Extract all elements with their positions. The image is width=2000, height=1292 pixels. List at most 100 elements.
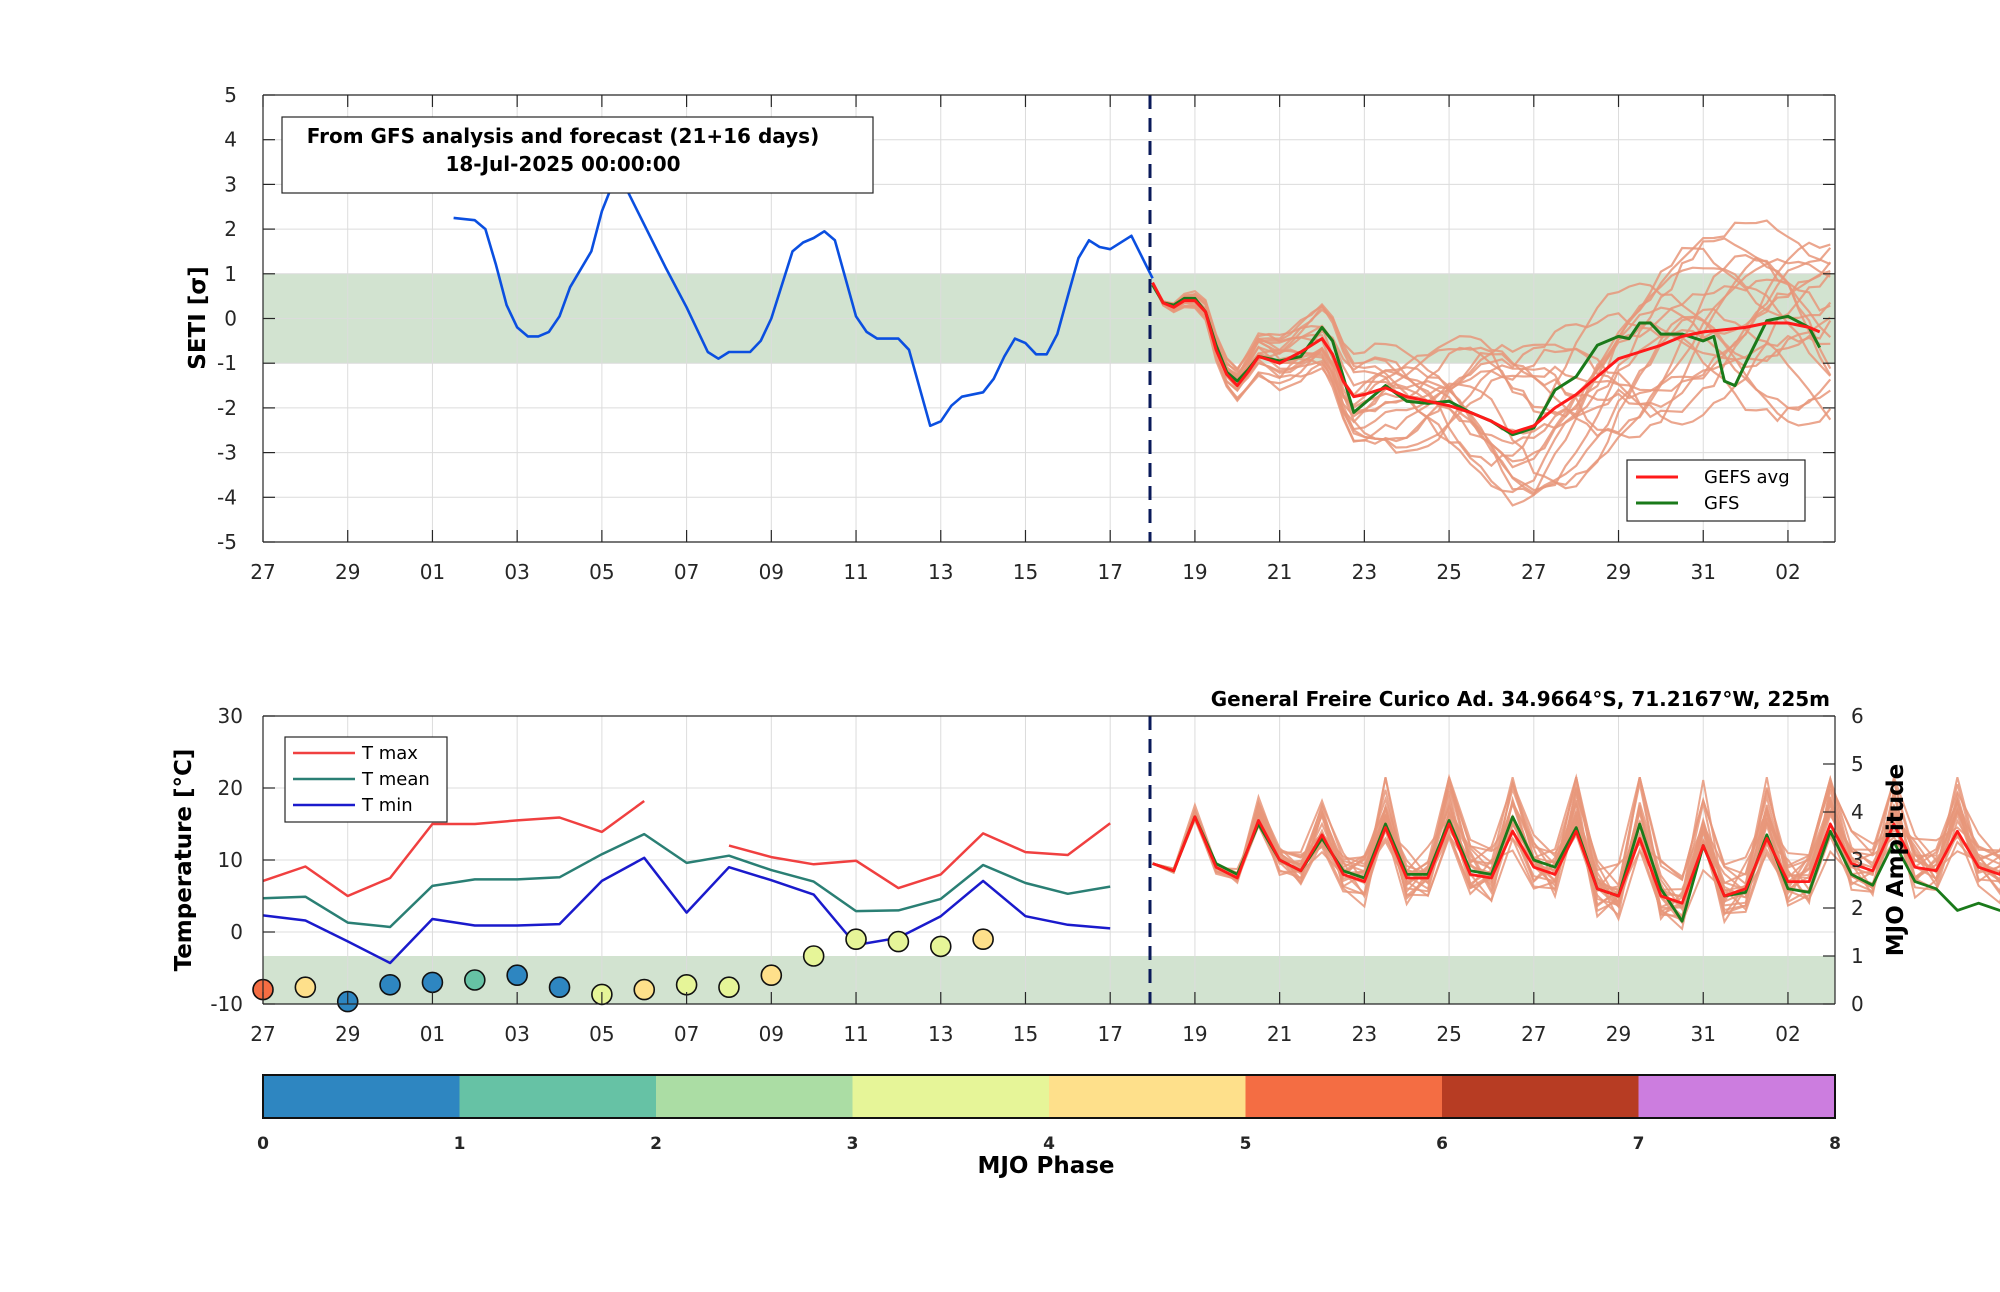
temp-xtick-label: 11	[843, 1022, 868, 1046]
seti-ytick-label: -5	[217, 530, 237, 554]
temp-xtick-label: 31	[1691, 1022, 1716, 1046]
temp-xtick-label: 29	[1606, 1022, 1631, 1046]
colorbar-segment	[263, 1075, 460, 1118]
colorbar-segment	[1245, 1075, 1443, 1118]
mjo-band-rect	[263, 956, 1835, 1004]
temp-xtick-label: 23	[1352, 1022, 1377, 1046]
mjo-phase-marker	[463, 969, 486, 991]
mjo-phase-marker	[294, 976, 317, 999]
seti-ytick-label: -1	[217, 351, 237, 375]
seti-xtick-label: 19	[1182, 560, 1207, 584]
mjo-ytick-label: 2	[1851, 896, 1864, 920]
mjo-ytick-label: 4	[1851, 800, 1864, 824]
colorbar-segment	[1442, 1075, 1639, 1118]
temp-ytick-label: 10	[218, 848, 243, 872]
mjo-phase-marker	[972, 928, 994, 951]
mjo-amplitude-axis-label: MJO Amplitude	[1883, 764, 1909, 956]
mjo-ytick-label: 5	[1851, 752, 1864, 776]
seti-xtick-label: 31	[1691, 560, 1716, 584]
mjo-phase-colorbar: 0 1 2 3 4 5 6 7 8	[257, 1074, 1841, 1154]
temp-ytick-label: 0	[230, 920, 243, 944]
temp-line-gefs-avg	[1152, 815, 2000, 905]
temperature-legend: T max T mean T min	[284, 736, 448, 823]
mjo-amplitude-band	[263, 956, 1835, 1004]
seti-ytick-label: 0	[224, 307, 237, 331]
mjo-phase-marker	[760, 964, 783, 987]
seti-xtick-label: 17	[1097, 560, 1122, 584]
temp-xtick-label: 29	[335, 1022, 360, 1046]
temp-line-t-min	[262, 856, 1111, 965]
seti-ytick-label: -3	[217, 441, 237, 465]
seti-ytick-label: 1	[224, 262, 237, 286]
seti-xtick-label: 09	[759, 560, 784, 584]
colorbar-tick-label: 8	[1829, 1134, 1841, 1154]
seti-xtick-label: 01	[420, 560, 445, 584]
colorbar-segment	[852, 1075, 1050, 1118]
mjo-phase-label: MJO Phase	[977, 1153, 1114, 1179]
seti-xtick-label: 05	[589, 560, 614, 584]
temp-xtick-label: 27	[1521, 1022, 1546, 1046]
colorbar-tick-label: 4	[1043, 1134, 1055, 1154]
seti-ytick-label: 5	[224, 83, 237, 107]
seti-ensemble-line	[1151, 278, 1831, 445]
legend-label-gefs-avg: GEFS avg	[1704, 467, 1790, 488]
seti-xtick-label: 25	[1436, 560, 1461, 584]
seti-legend: GEFS avg GFS	[1626, 459, 1806, 522]
temp-xtick-label: 05	[589, 1022, 614, 1046]
seti-xtick-label: 29	[1606, 560, 1631, 584]
temp-ensemble-line	[1152, 777, 2000, 918]
temp-line-t-max	[262, 799, 1111, 898]
temp-xtick-label: 02	[1775, 1022, 1800, 1046]
seti-ytick-label: -2	[217, 396, 237, 420]
mjo-markers	[252, 928, 994, 1013]
seti-y-axis-label: SETI [σ]	[185, 266, 211, 369]
mjo-ytick-label: 0	[1851, 992, 1864, 1016]
colorbar-segment	[656, 1075, 853, 1118]
seti-xtick-label: 03	[504, 560, 529, 584]
colorbar-tick-label: 2	[650, 1134, 662, 1154]
colorbar-segment	[1049, 1075, 1246, 1118]
colorbar-tick-label: 0	[257, 1134, 269, 1154]
mjo-phase-marker	[802, 945, 825, 967]
seti-annotation-box: From GFS analysis and forecast (21+16 da…	[281, 116, 874, 194]
temp-ensemble-line	[1152, 793, 2000, 925]
seti-xtick-label: 13	[928, 560, 953, 584]
mjo-phase-marker	[929, 935, 952, 958]
legend-label-gfs: GFS	[1704, 493, 1739, 514]
seti-xtick-label: 07	[674, 560, 699, 584]
colorbar-segment	[459, 1075, 657, 1118]
mjo-phase-marker	[633, 978, 656, 1001]
seti-ensemble-line	[1151, 261, 1832, 415]
seti-line-gfs	[1151, 284, 1822, 437]
temp-xtick-label: 19	[1182, 1022, 1207, 1046]
seti-xtick-label: 11	[843, 560, 868, 584]
mjo-ytick-label: 1	[1851, 944, 1864, 968]
seti-xtick-label: 23	[1352, 560, 1377, 584]
temp-xtick-label: 07	[674, 1022, 699, 1046]
temp-ytick-label: 20	[218, 776, 243, 800]
temp-xtick-label: 01	[420, 1022, 445, 1046]
seti-line-gefs-avg	[1151, 282, 1821, 434]
temp-ytick-label: -10	[210, 992, 243, 1016]
seti-ytick-label: 2	[224, 217, 237, 241]
temperature-series	[262, 799, 2000, 965]
temp-line-t-mean	[262, 832, 1111, 929]
mjo-phase-marker	[887, 930, 910, 953]
mjo-ytick-label: 3	[1851, 848, 1864, 872]
seti-series	[453, 180, 1822, 437]
seti-xtick-label: 15	[1013, 560, 1038, 584]
seti-xtick-label: 21	[1267, 560, 1292, 584]
temp-xtick-label: 13	[928, 1022, 953, 1046]
seti-ensemble-line	[1151, 241, 1831, 445]
temp-xtick-label: 25	[1436, 1022, 1461, 1046]
seti-xtick-label: 29	[335, 560, 360, 584]
seti-xtick-label: 27	[250, 560, 275, 584]
mjo-phase-marker	[421, 971, 444, 994]
mjo-phase-marker	[548, 976, 571, 999]
temp-xtick-label: 21	[1267, 1022, 1292, 1046]
station-title: General Freire Curico Ad. 34.9664°S, 71.…	[1211, 687, 1830, 711]
